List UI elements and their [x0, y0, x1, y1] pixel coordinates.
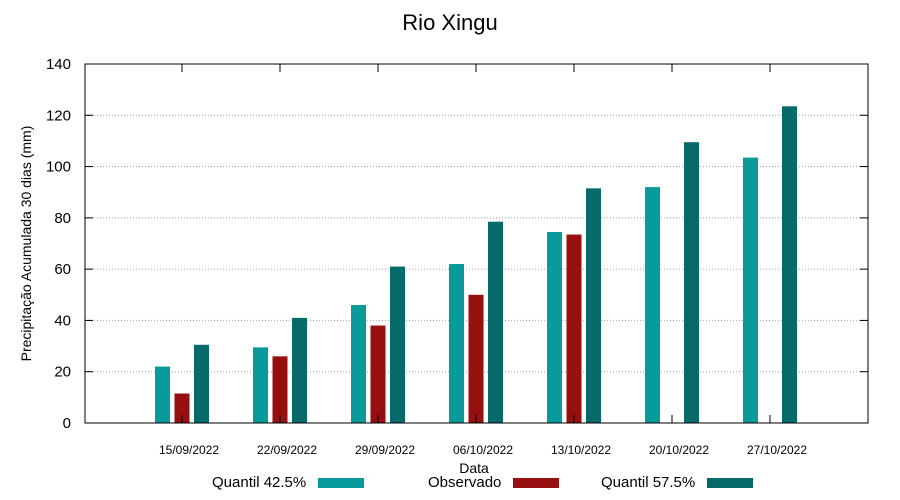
y-tick-label: 120 [46, 107, 71, 124]
bar-observado [370, 325, 386, 423]
chart-title: Rio Xingu [402, 10, 498, 35]
x-tick-label: 15/09/2022 [159, 443, 219, 457]
x-tick-label: 29/09/2022 [355, 443, 415, 457]
bar-quantil-42-5- [645, 187, 660, 423]
bars [155, 106, 797, 424]
y-tick-label: 80 [54, 210, 71, 227]
x-ticks: 15/09/2022 22/09/2022 29/09/2022 06/10/2022… [159, 64, 807, 457]
y-tick-label: 140 [46, 56, 71, 73]
legend: Quantil 42.5% Observado Quantil 57.5% [0, 474, 900, 496]
bar-quantil-42-5- [449, 264, 464, 423]
x-tick-label: 27/10/2022 [747, 443, 807, 457]
y-ticks: 0 20 40 60 80 100 120 140 [46, 56, 868, 432]
bar-quantil-42-5- [253, 347, 268, 423]
y-tick-label: 40 [54, 312, 71, 329]
bar-quantil-57-5- [782, 106, 797, 423]
x-tick-label: 20/10/2022 [649, 443, 709, 457]
bar-quantil-42-5- [743, 157, 758, 423]
legend-item-quantil-57: Quantil 57.5% [601, 474, 754, 491]
y-tick-label: 100 [46, 159, 71, 176]
bar-observado [174, 393, 190, 423]
x-tick-label: 13/10/2022 [551, 443, 611, 457]
bar-quantil-57-5- [488, 221, 503, 423]
x-tick-label: 22/09/2022 [257, 443, 317, 457]
bar-observado [566, 234, 582, 423]
bar-quantil-42-5- [155, 366, 170, 423]
y-tick-label: 0 [63, 415, 71, 432]
legend-label: Quantil 42.5% [212, 474, 307, 491]
legend-label: Quantil 57.5% [601, 474, 696, 491]
bar-quantil-57-5- [194, 344, 209, 423]
legend-swatch [513, 477, 560, 488]
bar-quantil-57-5- [292, 317, 307, 423]
x-tick-label: 06/10/2022 [453, 443, 513, 457]
legend-swatch [318, 477, 365, 488]
bar-quantil-57-5- [684, 142, 699, 424]
bar-observado [272, 356, 288, 423]
bar-quantil-42-5- [547, 231, 562, 423]
y-tick-label: 60 [54, 261, 71, 278]
bar-quantil-57-5- [586, 188, 601, 423]
x-axis-label: Data [459, 460, 489, 476]
y-tick-label: 20 [54, 364, 71, 381]
bar-quantil-57-5- [390, 266, 405, 423]
bar-observado [468, 294, 484, 423]
legend-item-observado: Observado [428, 474, 560, 491]
legend-swatch [707, 477, 754, 488]
legend-label: Observado [428, 474, 502, 491]
legend-item-quantil-42: Quantil 42.5% [212, 474, 365, 491]
bar-quantil-42-5- [351, 305, 366, 423]
y-axis-label: Precipitação Acumulada 30 dias (mm) [18, 126, 34, 362]
